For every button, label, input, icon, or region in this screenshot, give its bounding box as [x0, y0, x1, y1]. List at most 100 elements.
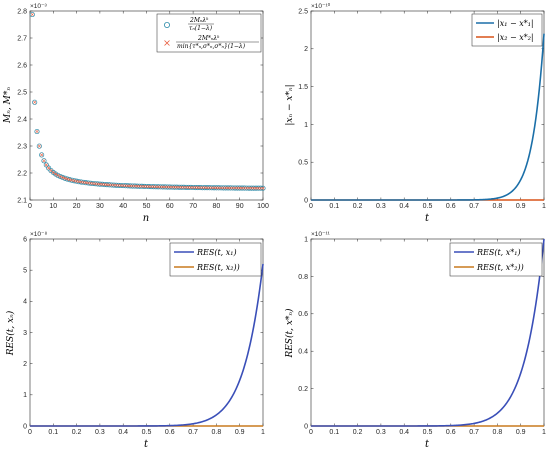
data-point-cross: [110, 183, 114, 187]
legend-entry-1-br: RES(t, x*₁): [476, 248, 521, 257]
data-point-cross: [114, 183, 118, 187]
data-point-cross: [156, 185, 160, 189]
data-point-cross: [221, 186, 225, 190]
series-br: [311, 238, 545, 427]
y-tick-label: 0.5: [298, 160, 308, 167]
y-tick-label: 0.8: [298, 274, 308, 281]
data-point-cross: [217, 186, 221, 190]
x-tick-label: 0.4: [399, 429, 409, 436]
data-point-cross: [200, 186, 204, 190]
data-point-cross: [261, 186, 265, 190]
x-tick-label: 30: [96, 203, 104, 210]
series-line-rising: [30, 263, 264, 427]
y-tick-label: 2.4: [17, 116, 27, 123]
ticks-tl: 0 10 20 30 40 50 60 70 80 90 100 2.1 2.2 2.3 2.4 2.5 2.6…: [17, 8, 269, 210]
data-point-cross: [256, 186, 260, 190]
data-point-cross: [247, 186, 251, 190]
y-tick-label: 2: [304, 46, 308, 53]
data-point-cross: [75, 179, 79, 183]
data-point-cross: [131, 184, 135, 188]
data-point-cross: [51, 170, 55, 174]
x-tick-label: 0.9: [516, 429, 526, 436]
data-point-circle: [62, 175, 68, 181]
data-point-cross: [198, 186, 202, 190]
data-point-cross: [142, 184, 146, 188]
series-tr: [311, 33, 545, 201]
x-tick-label: 0.3: [376, 429, 386, 436]
x-tick-label: 50: [143, 203, 151, 210]
data-point-cross: [224, 186, 228, 190]
data-point-cross: [163, 185, 167, 189]
x-tick-label: 0.5: [142, 429, 152, 436]
x-tick-label: 0.7: [188, 429, 198, 436]
legend-entry-1-den: τₙ(1−λ): [189, 25, 213, 32]
data-point-cross: [63, 176, 67, 180]
data-point-cross: [117, 183, 121, 187]
series-line-rising: [311, 33, 545, 201]
x-tick-label: 0.6: [446, 203, 456, 210]
legend-bl: RES(t, x₁) RES(t, x₂)): [169, 242, 262, 277]
x-tick-label: 0.7: [469, 429, 479, 436]
data-point-cross: [151, 185, 156, 189]
data-point-circle: [41, 158, 47, 164]
data-point-cross: [149, 185, 153, 189]
data-point-cross: [124, 184, 128, 188]
data-point-cross: [103, 183, 107, 187]
ticks-tr: 0 0.1 0.2 0.3 0.4 0.5 0.6 0.7 0.8 0.9 1 0 0.5 1 1.5 2 2.…: [298, 8, 546, 210]
data-point-cross: [144, 184, 149, 189]
data-point-cross: [203, 186, 207, 190]
data-point-circle: [57, 173, 63, 180]
data-point-cross: [186, 185, 190, 189]
y-tick-label: 6: [23, 236, 27, 243]
x-tick-label: 0.2: [353, 429, 363, 436]
data-point-circle: [32, 99, 38, 105]
y-tick-label: 3: [23, 330, 27, 337]
x-tick-label: 10: [49, 203, 57, 210]
data-point-cross: [84, 181, 88, 185]
data-point-cross: [135, 184, 139, 188]
legend-box-br: [449, 242, 543, 277]
x-tick-label: 0.3: [376, 203, 386, 210]
data-point-cross: [170, 185, 174, 189]
panel-bottom-left: ×10⁻⁸ 0 0.1 0.2 0.3 0.4 0.5 0.6 0.7 0.8 0.9 1 0 1 2 3 4…: [5, 231, 265, 450]
data-point-cross: [238, 186, 242, 190]
exponent-label-br: ×10⁻¹¹: [311, 231, 331, 238]
data-point-cross: [128, 184, 132, 188]
data-point-cross: [35, 129, 39, 134]
x-tick-label: 40: [119, 203, 127, 210]
x-tick-label: 0.2: [72, 429, 82, 436]
legend-marker-circle: [163, 21, 170, 28]
exponent-label-tl: ×10⁻³: [30, 3, 47, 10]
y-axis-label-tr: |xₙ − x*ₙ|: [285, 84, 295, 125]
data-point-cross: [196, 186, 200, 190]
data-point-cross: [37, 144, 41, 148]
legend-tr: |x₁ − x*₁| |x₂ − x*₂|: [471, 13, 543, 47]
data-point-cross: [226, 186, 230, 190]
legend-marker-cross: [164, 40, 170, 46]
legend-box-tl: [156, 13, 262, 53]
data-point-circle: [29, 11, 35, 18]
data-point-cross: [212, 186, 216, 190]
legend-entry-2-num: 2M*ₙλᵏ: [197, 35, 220, 42]
data-point-cross: [79, 180, 83, 184]
x-axis-label-br: t: [425, 439, 430, 450]
data-point-cross: [137, 184, 142, 188]
x-tick-label: 0.7: [469, 203, 479, 210]
y-tick-label: 5: [23, 268, 27, 275]
y-axis-label-br: RES(t, x*ₙ): [284, 308, 295, 359]
x-tick-label: 0.6: [165, 429, 175, 436]
x-tick-label: 1: [542, 429, 546, 436]
data-point-cross: [33, 100, 37, 104]
data-point-cross: [168, 185, 172, 189]
x-tick-label: 0: [309, 203, 313, 210]
data-point-cross: [105, 183, 109, 187]
data-point-cross: [193, 186, 197, 190]
y-tick-label: 4: [23, 299, 27, 306]
y-tick-label: 1: [23, 392, 27, 399]
data-point-cross: [165, 185, 169, 189]
data-point-circle: [60, 174, 66, 181]
data-point-cross: [107, 183, 111, 187]
legend-entry-2-tr: |x₂ − x*₂|: [497, 33, 534, 42]
x-tick-label: 0.1: [329, 429, 339, 436]
